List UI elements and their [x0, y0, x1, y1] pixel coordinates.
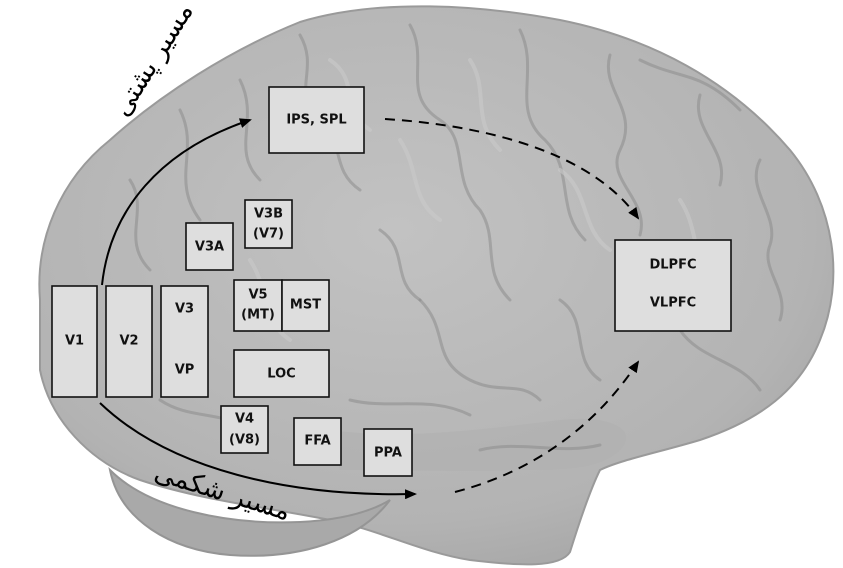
region-dlpfc-label: DLPFC — [649, 258, 696, 273]
region-ips-spl: IPS, SPL — [268, 86, 365, 154]
region-vlpfc-label: VLPFC — [650, 296, 696, 311]
region-pfc: DLPFC VLPFC — [614, 239, 732, 332]
region-v3b-label-line2: (V7) — [253, 227, 284, 242]
dorsal-to-pfc-dashed-arrow — [384, 118, 640, 220]
region-v2-label: V2 — [119, 334, 138, 349]
region-ppa-label: PPA — [374, 446, 402, 461]
cerebellum-shape — [108, 466, 391, 557]
region-mst-label: MST — [290, 298, 321, 313]
region-ppa: PPA — [363, 428, 413, 477]
region-v5-label-line1: V5 — [248, 288, 267, 303]
ventral-pathway-arrow — [99, 402, 417, 500]
region-ffa: FFA — [293, 417, 342, 466]
region-v4-label-line1: V4 — [235, 412, 254, 427]
region-v2: V2 — [105, 285, 153, 398]
region-mst: MST — [281, 279, 330, 332]
region-v3b-label-line1: V3B — [254, 207, 283, 222]
gyri-texture — [128, 23, 784, 452]
pathway-arrows — [99, 118, 640, 500]
region-v3b: V3B (V7) — [244, 199, 293, 249]
region-boxes: V1 V2 V3 VP V3A V3B (V7) V5 (MT) MST — [51, 86, 732, 477]
region-v1-label: V1 — [65, 334, 84, 349]
region-loc: LOC — [233, 349, 330, 398]
region-vp-label: VP — [175, 363, 195, 378]
region-v5-label-line2: (MT) — [241, 308, 275, 323]
region-v1: V1 — [51, 285, 98, 398]
region-loc-label: LOC — [267, 367, 295, 382]
region-v5: V5 (MT) — [233, 279, 283, 332]
region-ips-spl-label: IPS, SPL — [286, 113, 346, 128]
region-ffa-label: FFA — [304, 434, 330, 449]
region-v4: V4 (V8) — [220, 405, 269, 454]
region-v3-label: V3 — [175, 302, 194, 317]
region-v3a: V3A — [185, 222, 234, 271]
region-v3-vp: V3 VP — [160, 285, 209, 398]
dorsal-pathway-arrow — [101, 118, 252, 286]
ventral-to-pfc-dashed-arrow — [454, 360, 640, 493]
region-v3a-label: V3A — [195, 240, 224, 255]
region-v4-label-line2: (V8) — [229, 433, 260, 448]
